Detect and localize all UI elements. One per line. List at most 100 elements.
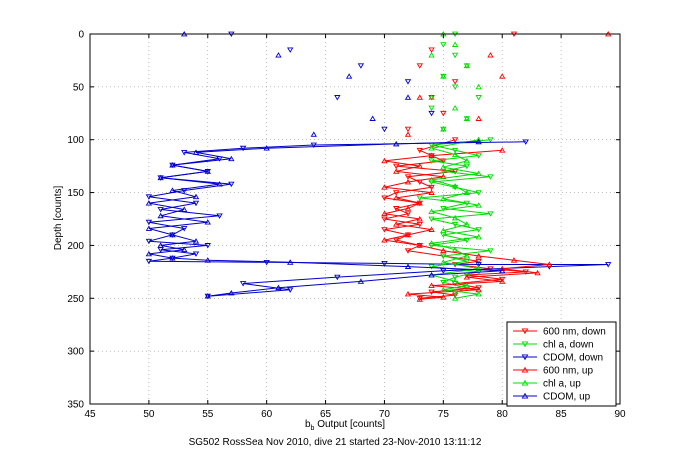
data-point (451, 137, 459, 143)
data-point (192, 238, 200, 244)
data-point (440, 206, 447, 212)
data-point (463, 274, 471, 280)
data-point (334, 95, 341, 101)
data-point (440, 247, 447, 254)
data-point (451, 84, 459, 90)
data-point (404, 211, 412, 217)
data-point (428, 94, 435, 100)
data-point (440, 164, 447, 170)
data-point (451, 52, 459, 59)
data-point (381, 184, 388, 190)
data-point (428, 189, 435, 195)
data-point (463, 252, 471, 259)
data-point (440, 268, 447, 274)
data-point (145, 250, 153, 257)
data-point (475, 95, 482, 101)
y-tick-label: 250 (67, 294, 84, 305)
data-point (310, 142, 317, 149)
y-tick-label: 200 (67, 241, 84, 252)
data-point (440, 227, 447, 233)
data-point (475, 258, 482, 265)
data-point (463, 115, 471, 121)
series-line (148, 141, 503, 297)
data-point (381, 210, 388, 217)
data-point (263, 259, 270, 266)
data-point (487, 174, 494, 180)
data-point (381, 195, 388, 201)
data-point (451, 295, 459, 301)
series-line (384, 149, 550, 300)
data-point (192, 149, 200, 155)
data-point (522, 139, 529, 145)
data-point (440, 294, 447, 300)
legend-label: CDOM, up (543, 392, 591, 403)
data-point (475, 115, 482, 121)
data-point (393, 163, 400, 170)
data-point (204, 293, 211, 299)
data-point (416, 94, 423, 100)
data-point (204, 168, 211, 174)
legend-label: 600 nm, down (543, 327, 606, 338)
data-point (157, 212, 164, 219)
data-point (381, 216, 388, 223)
data-point (334, 274, 341, 281)
data-point (451, 246, 459, 253)
data-point (440, 253, 447, 260)
data-point (393, 168, 400, 174)
data-point (428, 47, 435, 53)
data-point (428, 52, 435, 58)
legend-label: chl a, up (543, 379, 581, 390)
x-tick-label: 60 (261, 409, 273, 420)
series-chl-a-up (428, 30, 482, 301)
data-point (404, 131, 412, 137)
data-point (499, 267, 506, 274)
series-600-nm-down (381, 31, 529, 302)
legend-label: 600 nm, up (543, 366, 593, 377)
data-point (169, 231, 176, 238)
data-point (275, 284, 282, 291)
data-point (404, 94, 412, 100)
data-point (157, 242, 164, 248)
data-point (381, 237, 388, 243)
data-point (181, 246, 188, 253)
data-point (287, 259, 294, 265)
data-point (428, 158, 435, 164)
data-point (605, 262, 612, 268)
y-tick-label: 350 (67, 400, 84, 411)
data-point (204, 257, 211, 263)
data-point (381, 261, 388, 267)
data-point (275, 52, 282, 58)
data-point (463, 62, 471, 69)
data-point (487, 248, 494, 254)
data-point (463, 163, 471, 170)
data-point (369, 115, 376, 121)
y-tick-label: 100 (67, 135, 84, 146)
data-point (487, 137, 494, 143)
data-point (475, 170, 482, 176)
y-tick-label: 50 (73, 82, 85, 93)
data-point (440, 259, 447, 265)
data-point (145, 258, 153, 265)
series-line (431, 139, 479, 299)
data-point (428, 282, 435, 288)
data-point (487, 52, 494, 58)
data-point (534, 269, 541, 276)
data-point (428, 264, 435, 270)
data-point (393, 237, 400, 244)
axes-box (89, 33, 621, 405)
series-cdom-up (145, 30, 506, 299)
data-point (440, 195, 447, 202)
data-point (393, 140, 400, 147)
data-point (451, 151, 459, 157)
data-point (169, 187, 176, 193)
chart-caption: SG502 RossSea Nov 2010, dive 21 started … (189, 437, 482, 448)
data-point (451, 41, 459, 47)
data-point (440, 286, 447, 293)
x-tick-label: 85 (556, 409, 568, 420)
data-point (475, 285, 482, 291)
data-point (451, 221, 459, 228)
data-point (499, 73, 506, 79)
data-point (475, 190, 482, 196)
data-point (228, 181, 235, 188)
